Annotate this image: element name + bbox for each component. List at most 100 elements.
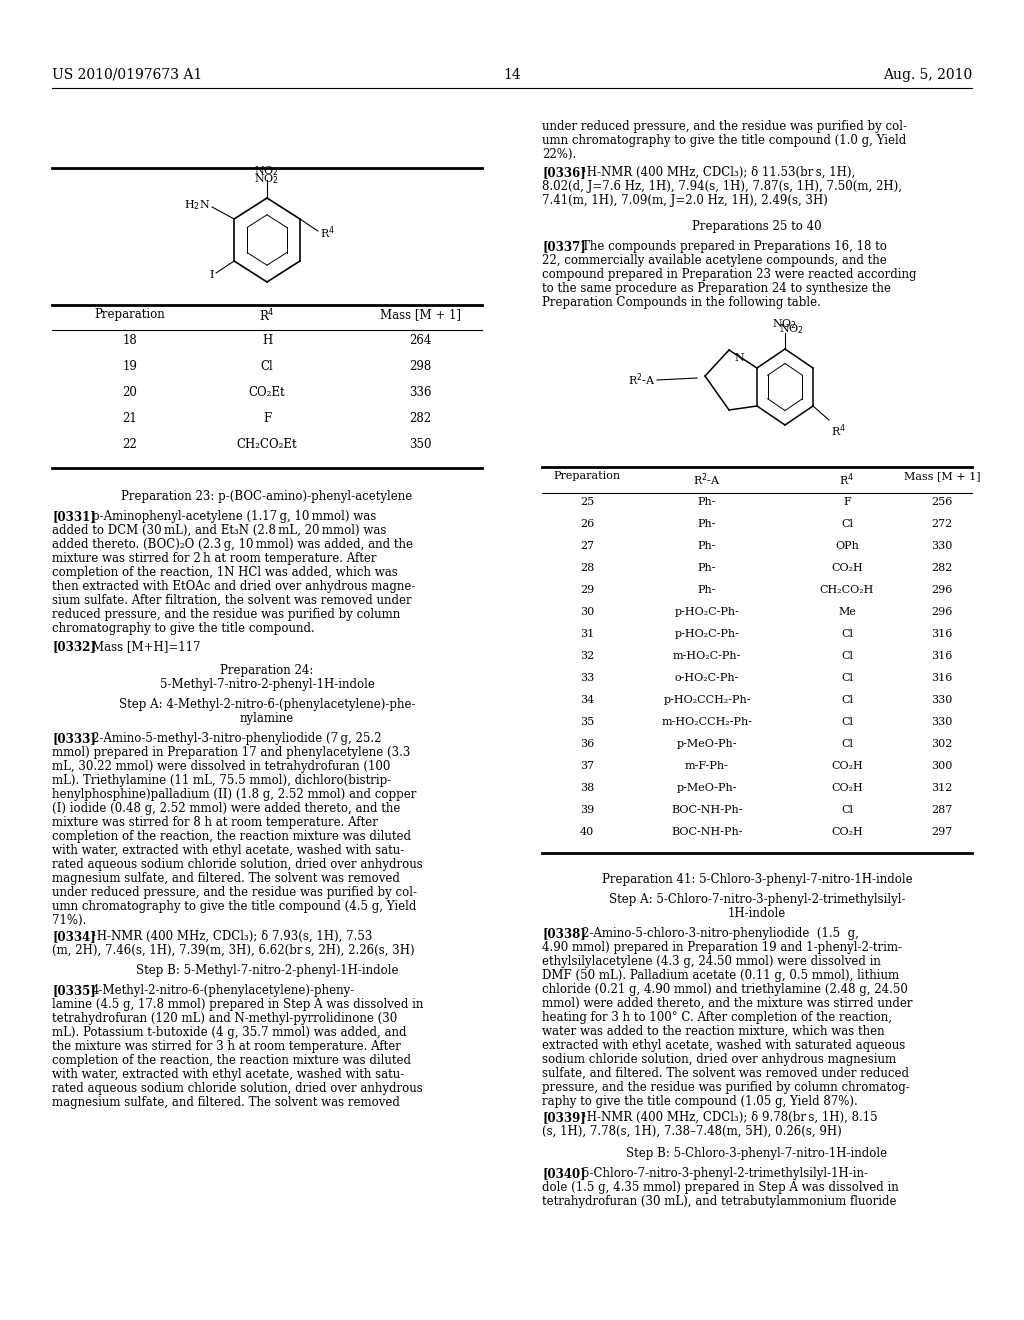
Text: lamine (4.5 g, 17.8 mmol) prepared in Step A was dissolved in: lamine (4.5 g, 17.8 mmol) prepared in St…	[52, 998, 423, 1011]
Text: [0334]: [0334]	[52, 931, 96, 942]
Text: F: F	[843, 498, 851, 507]
Text: CO₂H: CO₂H	[831, 783, 863, 793]
Text: BOC-NH-Ph-: BOC-NH-Ph-	[672, 828, 742, 837]
Text: R$^2$-A: R$^2$-A	[693, 471, 721, 487]
Text: Step A: 5-Chloro-7-nitro-3-phenyl-2-trimethylsilyl-: Step A: 5-Chloro-7-nitro-3-phenyl-2-trim…	[608, 894, 905, 906]
Text: 302: 302	[931, 739, 952, 748]
Text: mL). Potassium t-butoxide (4 g, 35.7 mmol) was added, and: mL). Potassium t-butoxide (4 g, 35.7 mmo…	[52, 1026, 407, 1039]
Text: 28: 28	[580, 564, 594, 573]
Text: Ph-: Ph-	[697, 498, 716, 507]
Text: [0333]: [0333]	[52, 733, 96, 744]
Text: 27: 27	[580, 541, 594, 550]
Text: magnesium sulfate, and filtered. The solvent was removed: magnesium sulfate, and filtered. The sol…	[52, 1096, 400, 1109]
Text: R$^4$: R$^4$	[259, 308, 274, 325]
Text: nylamine: nylamine	[240, 711, 294, 725]
Text: CO₂H: CO₂H	[831, 828, 863, 837]
Text: (m, 2H), 7.46(s, 1H), 7.39(m, 3H), 6.62(br s, 2H), 2.26(s, 3H): (m, 2H), 7.46(s, 1H), 7.39(m, 3H), 6.62(…	[52, 944, 415, 957]
Text: p-HO₂C-Ph-: p-HO₂C-Ph-	[675, 630, 739, 639]
Text: sodium chloride solution, dried over anhydrous magnesium: sodium chloride solution, dried over anh…	[542, 1053, 896, 1067]
Text: 19: 19	[123, 360, 137, 374]
Text: 32: 32	[580, 651, 594, 661]
Text: chromatography to give the title compound.: chromatography to give the title compoun…	[52, 622, 314, 635]
Text: [0337]: [0337]	[542, 240, 586, 253]
Text: m-F-Ph-: m-F-Ph-	[685, 762, 729, 771]
Text: [0332]: [0332]	[52, 640, 96, 653]
Text: to the same procedure as Preparation 24 to synthesize the: to the same procedure as Preparation 24 …	[542, 282, 891, 294]
Text: henylphosphine)palladium (II) (1.8 g, 2.52 mmol) and copper: henylphosphine)palladium (II) (1.8 g, 2.…	[52, 788, 417, 801]
Text: o-HO₂C-Ph-: o-HO₂C-Ph-	[675, 673, 739, 682]
Text: [0338]: [0338]	[542, 927, 586, 940]
Text: m-HO₂C-Ph-: m-HO₂C-Ph-	[673, 651, 741, 661]
Text: Cl: Cl	[841, 673, 853, 682]
Text: umn chromatography to give the title compound (1.0 g, Yield: umn chromatography to give the title com…	[542, 135, 906, 147]
Text: 350: 350	[409, 438, 431, 451]
Text: CH₂CO₂Et: CH₂CO₂Et	[237, 438, 297, 451]
Text: 20: 20	[123, 385, 137, 399]
Text: Mass [M + 1]: Mass [M + 1]	[380, 308, 461, 321]
Text: 316: 316	[931, 651, 952, 661]
Text: Ph-: Ph-	[697, 519, 716, 529]
Text: R$^4$: R$^4$	[319, 224, 335, 242]
Text: Preparation: Preparation	[553, 471, 621, 480]
Text: H$_2$N: H$_2$N	[184, 198, 210, 213]
Text: 336: 336	[409, 385, 431, 399]
Text: umn chromatography to give the title compound (4.5 g, Yield: umn chromatography to give the title com…	[52, 900, 417, 913]
Text: OPh: OPh	[835, 541, 859, 550]
Text: with water, extracted with ethyl acetate, washed with satu-: with water, extracted with ethyl acetate…	[52, 843, 404, 857]
Text: Preparation 23: p-(BOC-amino)-phenyl-acetylene: Preparation 23: p-(BOC-amino)-phenyl-ace…	[122, 490, 413, 503]
Text: Ph-: Ph-	[697, 541, 716, 550]
Text: with water, extracted with ethyl acetate, washed with satu-: with water, extracted with ethyl acetate…	[52, 1068, 404, 1081]
Text: Cl: Cl	[261, 360, 273, 374]
Text: sulfate, and filtered. The solvent was removed under reduced: sulfate, and filtered. The solvent was r…	[542, 1067, 909, 1080]
Text: mixture was stirred for 2 h at room temperature. After: mixture was stirred for 2 h at room temp…	[52, 552, 377, 565]
Text: R$^4$: R$^4$	[830, 422, 846, 438]
Text: 22, commercially available acetylene compounds, and the: 22, commercially available acetylene com…	[542, 253, 887, 267]
Text: under reduced pressure, and the residue was purified by col-: under reduced pressure, and the residue …	[542, 120, 907, 133]
Text: 256: 256	[931, 498, 952, 507]
Text: (s, 1H), 7.78(s, 1H), 7.38–7.48(m, 5H), 0.26(s, 9H): (s, 1H), 7.78(s, 1H), 7.38–7.48(m, 5H), …	[542, 1125, 842, 1138]
Text: mmol) were added thereto, and the mixture was stirred under: mmol) were added thereto, and the mixtur…	[542, 997, 912, 1010]
Text: reduced pressure, and the residue was purified by column: reduced pressure, and the residue was pu…	[52, 609, 400, 620]
Text: NO$_2$: NO$_2$	[254, 172, 280, 186]
Text: tetrahydrofuran (120 mL) and N-methyl-pyrrolidinone (30: tetrahydrofuran (120 mL) and N-methyl-py…	[52, 1012, 397, 1026]
Text: CH₂CO₂H: CH₂CO₂H	[820, 585, 874, 595]
Text: 33: 33	[580, 673, 594, 682]
Text: 287: 287	[932, 805, 952, 814]
Text: completion of the reaction, 1N HCl was added, which was: completion of the reaction, 1N HCl was a…	[52, 566, 397, 579]
Text: F: F	[263, 412, 271, 425]
Text: p-Aminophenyl-acetylene (1.17 g, 10 mmol) was: p-Aminophenyl-acetylene (1.17 g, 10 mmol…	[92, 510, 376, 523]
Text: Me: Me	[838, 607, 856, 616]
Text: 29: 29	[580, 585, 594, 595]
Text: 312: 312	[931, 783, 952, 793]
Text: ¹H-NMR (400 MHz, CDCl₃); δ 9.78(br s, 1H), 8.15: ¹H-NMR (400 MHz, CDCl₃); δ 9.78(br s, 1H…	[582, 1111, 878, 1125]
Text: added to DCM (30 mL), and Et₃N (2.8 mL, 20 mmol) was: added to DCM (30 mL), and Et₃N (2.8 mL, …	[52, 524, 386, 537]
Text: 35: 35	[580, 717, 594, 727]
Text: ethylsilylacetylene (4.3 g, 24.50 mmol) were dissolved in: ethylsilylacetylene (4.3 g, 24.50 mmol) …	[542, 954, 881, 968]
Text: mL, 30.22 mmol) were dissolved in tetrahydrofuran (100: mL, 30.22 mmol) were dissolved in tetrah…	[52, 760, 390, 774]
Text: CO₂Et: CO₂Et	[249, 385, 286, 399]
Text: rated aqueous sodium chloride solution, dried over anhydrous: rated aqueous sodium chloride solution, …	[52, 1082, 423, 1096]
Text: completion of the reaction, the reaction mixture was diluted: completion of the reaction, the reaction…	[52, 830, 411, 843]
Text: 31: 31	[580, 630, 594, 639]
Text: 1H-indole: 1H-indole	[728, 907, 786, 920]
Text: BOC-NH-Ph-: BOC-NH-Ph-	[672, 805, 742, 814]
Text: 4.90 mmol) prepared in Preparation 19 and 1-phenyl-2-trim-: 4.90 mmol) prepared in Preparation 19 an…	[542, 941, 902, 954]
Text: rated aqueous sodium chloride solution, dried over anhydrous: rated aqueous sodium chloride solution, …	[52, 858, 423, 871]
Text: Step B: 5-Methyl-7-nitro-2-phenyl-1H-indole: Step B: 5-Methyl-7-nitro-2-phenyl-1H-ind…	[136, 964, 398, 977]
Text: 8.02(d, J=7.6 Hz, 1H), 7.94(s, 1H), 7.87(s, 1H), 7.50(m, 2H),: 8.02(d, J=7.6 Hz, 1H), 7.94(s, 1H), 7.87…	[542, 180, 902, 193]
Text: ¹H-NMR (400 MHz, CDCl₃); δ 7.93(s, 1H), 7.53: ¹H-NMR (400 MHz, CDCl₃); δ 7.93(s, 1H), …	[92, 931, 373, 942]
Text: 5-Chloro-7-nitro-3-phenyl-2-trimethylsilyl-1H-in-: 5-Chloro-7-nitro-3-phenyl-2-trimethylsil…	[582, 1167, 868, 1180]
Text: 39: 39	[580, 805, 594, 814]
Text: Cl: Cl	[841, 630, 853, 639]
Text: 26: 26	[580, 519, 594, 529]
Text: Cl: Cl	[841, 519, 853, 529]
Text: extracted with ethyl acetate, washed with saturated aqueous: extracted with ethyl acetate, washed wit…	[542, 1039, 905, 1052]
Text: 36: 36	[580, 739, 594, 748]
Text: 282: 282	[409, 412, 431, 425]
Text: CO₂H: CO₂H	[831, 762, 863, 771]
Text: compound prepared in Preparation 23 were reacted according: compound prepared in Preparation 23 were…	[542, 268, 916, 281]
Text: 300: 300	[931, 762, 952, 771]
Text: p-HO₂CCH₂-Ph-: p-HO₂CCH₂-Ph-	[664, 696, 751, 705]
Text: 282: 282	[931, 564, 952, 573]
Text: Preparations 25 to 40: Preparations 25 to 40	[692, 220, 822, 234]
